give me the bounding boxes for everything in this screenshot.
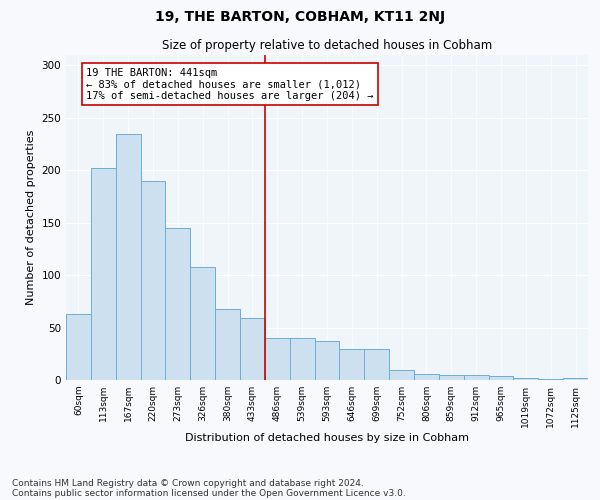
Bar — [439, 375, 464, 380]
Bar — [514, 378, 538, 380]
Bar — [91, 168, 116, 380]
Text: Contains HM Land Registry data © Crown copyright and database right 2024.: Contains HM Land Registry data © Crown c… — [12, 478, 364, 488]
Bar — [166, 228, 190, 380]
Bar — [389, 370, 414, 380]
Bar — [414, 374, 439, 380]
Y-axis label: Number of detached properties: Number of detached properties — [26, 130, 36, 305]
Bar — [140, 181, 166, 380]
X-axis label: Distribution of detached houses by size in Cobham: Distribution of detached houses by size … — [185, 432, 469, 442]
Bar — [66, 314, 91, 380]
Bar — [464, 375, 488, 380]
Bar — [488, 376, 514, 380]
Text: 19, THE BARTON, COBHAM, KT11 2NJ: 19, THE BARTON, COBHAM, KT11 2NJ — [155, 10, 445, 24]
Title: Size of property relative to detached houses in Cobham: Size of property relative to detached ho… — [162, 40, 492, 52]
Bar — [240, 318, 265, 380]
Bar — [215, 308, 240, 380]
Bar — [340, 348, 364, 380]
Bar — [190, 267, 215, 380]
Bar — [265, 338, 290, 380]
Bar — [364, 348, 389, 380]
Text: 19 THE BARTON: 441sqm
← 83% of detached houses are smaller (1,012)
17% of semi-d: 19 THE BARTON: 441sqm ← 83% of detached … — [86, 68, 373, 101]
Text: Contains public sector information licensed under the Open Government Licence v3: Contains public sector information licen… — [12, 488, 406, 498]
Bar — [116, 134, 140, 380]
Bar — [563, 378, 588, 380]
Bar — [538, 379, 563, 380]
Bar — [290, 338, 314, 380]
Bar — [314, 341, 340, 380]
